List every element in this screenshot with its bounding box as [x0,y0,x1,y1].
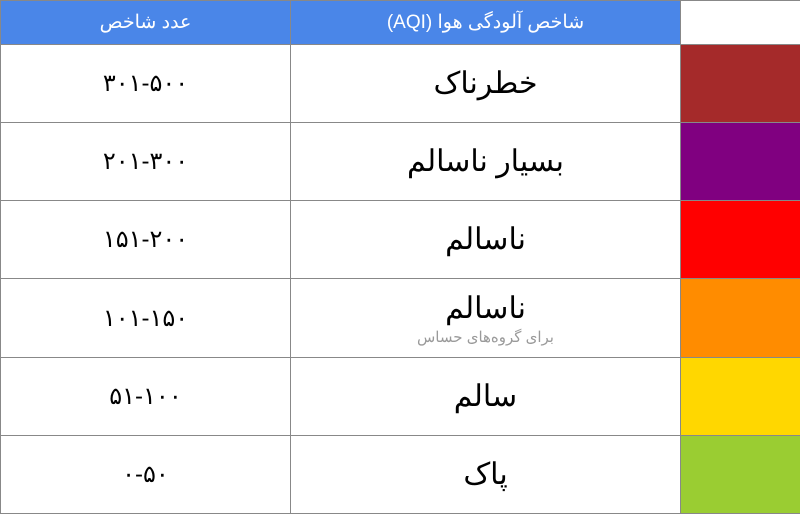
color-swatch [681,279,800,357]
color-swatch [681,357,800,435]
level-label: سالم [454,380,517,413]
level-label: پاک [463,458,507,491]
level-cell: ناسالم [291,201,681,279]
level-label: خطرناک [433,67,537,100]
table-row: خطرناک ۳۰۱-۵۰۰ [1,45,800,123]
header-level-cell: شاخص آلودگی هوا (AQI) [291,1,681,45]
table-row: پاک ۰-۵۰ [1,435,800,513]
header-color-cell [681,1,800,45]
range-cell: ۳۰۱-۵۰۰ [1,45,291,123]
level-cell: پاک [291,435,681,513]
header-range-cell: عدد شاخص [1,1,291,45]
level-cell: ناسالم برای گروه‌های حساس [291,279,681,357]
color-swatch [681,435,800,513]
color-swatch [681,123,800,201]
range-cell: ۰-۵۰ [1,435,291,513]
range-cell: ۱۵۱-۲۰۰ [1,201,291,279]
color-swatch [681,45,800,123]
level-sublabel: برای گروه‌های حساس [291,328,680,346]
aqi-table-body: خطرناک ۳۰۱-۵۰۰ بسیار ناسالم ۲۰۱-۳۰۰ ناسا… [1,45,800,514]
range-cell: ۱۰۱-۱۵۰ [1,279,291,357]
level-label: ناسالم [445,223,526,256]
level-label: ناسالم [445,292,526,325]
aqi-table: شاخص آلودگی هوا (AQI) عدد شاخص خطرناک ۳۰… [0,0,800,514]
range-cell: ۲۰۱-۳۰۰ [1,123,291,201]
level-label: بسیار ناسالم [407,145,564,178]
table-row: ناسالم ۱۵۱-۲۰۰ [1,201,800,279]
level-cell: خطرناک [291,45,681,123]
header-row: شاخص آلودگی هوا (AQI) عدد شاخص [1,1,800,45]
table-row: ناسالم برای گروه‌های حساس ۱۰۱-۱۵۰ [1,279,800,357]
table-row: بسیار ناسالم ۲۰۱-۳۰۰ [1,123,800,201]
color-swatch [681,201,800,279]
range-cell: ۵۱-۱۰۰ [1,357,291,435]
level-cell: بسیار ناسالم [291,123,681,201]
level-cell: سالم [291,357,681,435]
table-row: سالم ۵۱-۱۰۰ [1,357,800,435]
